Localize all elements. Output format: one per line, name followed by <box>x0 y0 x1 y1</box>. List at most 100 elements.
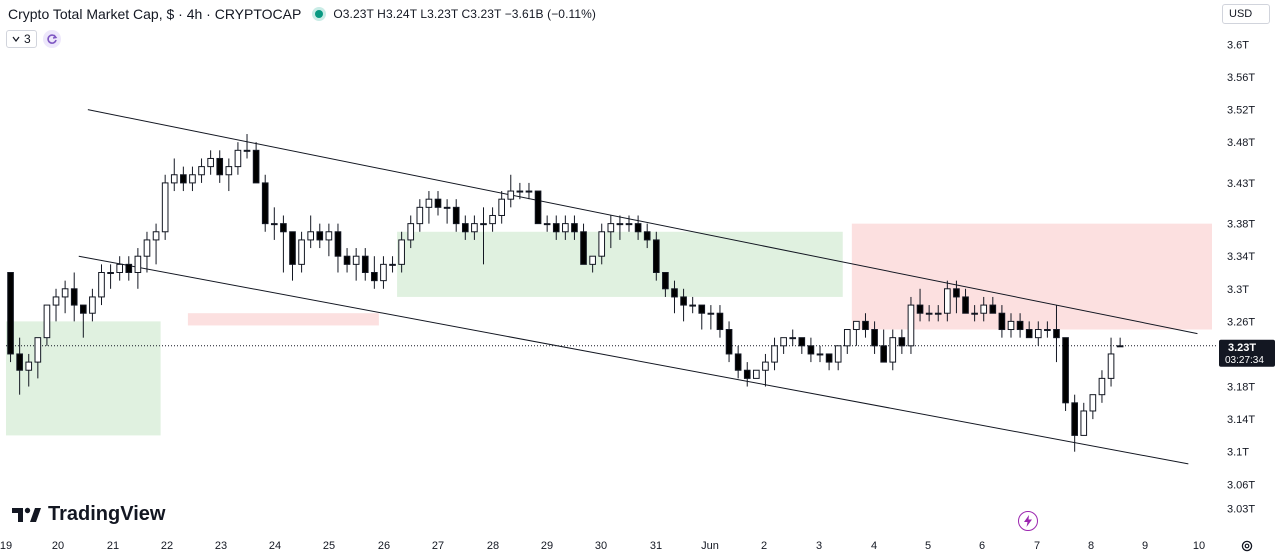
candle <box>643 223 651 249</box>
candle <box>1071 394 1078 452</box>
price-tick-label: 3.1T <box>1227 447 1249 459</box>
candle <box>107 264 114 289</box>
price-tick-label: 3.52T <box>1227 105 1255 117</box>
ohlc-values: O3.23T H3.24T L3.23T C3.23T −3.61B (−0.1… <box>333 7 597 21</box>
candle <box>898 329 906 354</box>
indicators-toggle-button[interactable]: 3 <box>6 30 37 48</box>
channel-line-upper[interactable] <box>87 109 1198 335</box>
candle <box>343 248 351 273</box>
time-tick-label: 21 <box>107 540 119 552</box>
time-tick-label: 30 <box>595 540 607 552</box>
candle <box>1107 337 1115 387</box>
symbol-title[interactable]: Crypto Total Market Cap, $ · 4h · CRYPTO… <box>8 6 302 22</box>
candle <box>807 337 815 363</box>
candle <box>652 231 660 281</box>
price-tick-label: 3.26T <box>1227 316 1255 328</box>
time-tick-label: 25 <box>323 540 335 552</box>
candle <box>471 215 478 240</box>
time-tick-label: 6 <box>979 540 985 552</box>
gear-icon[interactable] <box>1240 539 1254 553</box>
candle <box>298 231 305 273</box>
candle <box>707 305 715 330</box>
price-tick-label: 3.48T <box>1227 137 1255 149</box>
candle <box>934 305 942 322</box>
candle <box>980 296 988 322</box>
candle <box>371 256 378 289</box>
candle <box>198 158 205 183</box>
time-tick-label: Jun <box>701 540 719 552</box>
candle <box>725 321 733 363</box>
candle <box>70 272 78 322</box>
candle <box>79 304 87 338</box>
time-tick-label: 29 <box>541 540 553 552</box>
candle <box>225 158 233 192</box>
candle <box>843 329 851 354</box>
candle <box>289 231 296 281</box>
candle <box>689 296 696 314</box>
candle <box>425 191 433 224</box>
candle <box>580 223 587 265</box>
candle <box>43 304 51 346</box>
candle <box>816 345 824 363</box>
cloud-segment-3 <box>851 223 1212 330</box>
candle <box>1089 394 1097 420</box>
candle <box>753 369 760 379</box>
candle <box>380 256 387 289</box>
candle <box>734 345 742 379</box>
candle <box>880 329 887 363</box>
tradingview-logo[interactable]: TradingView <box>12 503 165 526</box>
refresh-icon[interactable] <box>42 30 61 48</box>
candle <box>480 207 487 265</box>
candle <box>534 190 542 225</box>
time-tick-label: 9 <box>1142 540 1148 552</box>
time-tick-label: 22 <box>161 540 173 552</box>
candle <box>234 142 242 175</box>
time-axis[interactable]: 19 20 21 22 23 24 25 26 27 28 29 30 31 Jun 2 3 4 5 6 7 8 9 10 <box>0 540 1205 552</box>
candle <box>16 337 23 395</box>
candle <box>507 174 515 208</box>
candle <box>316 223 324 249</box>
price-tick-label: 3.06T <box>1227 479 1255 491</box>
candle <box>189 166 196 192</box>
time-tick-label: 28 <box>487 540 499 552</box>
time-tick-label: 5 <box>925 540 931 552</box>
candle <box>1116 337 1124 348</box>
currency-button[interactable]: USD <box>1222 4 1270 24</box>
candle <box>825 353 833 371</box>
candle <box>34 337 42 379</box>
candle <box>998 305 1006 338</box>
candle <box>280 215 287 273</box>
candle <box>971 305 978 322</box>
candle <box>552 215 560 240</box>
candle <box>634 215 642 240</box>
candle <box>589 255 596 273</box>
candle <box>562 215 569 240</box>
candle <box>143 231 151 273</box>
time-tick-label: 8 <box>1088 540 1094 552</box>
candle <box>325 223 333 257</box>
price-tick-label: 3.56T <box>1227 72 1255 84</box>
candle <box>571 215 578 240</box>
market-status-icon <box>315 10 324 18</box>
candle <box>1098 370 1106 403</box>
candles <box>7 134 1124 452</box>
candle <box>498 191 505 224</box>
candle <box>489 207 496 232</box>
price-badge-countdown: 03:27:34 <box>1225 355 1264 366</box>
candle <box>243 134 251 159</box>
flash-icon[interactable] <box>1018 511 1038 531</box>
time-tick-label: 7 <box>1034 540 1040 552</box>
candle <box>1007 313 1015 338</box>
candle <box>216 150 224 183</box>
channel-line-lower[interactable] <box>78 255 1189 465</box>
price-axis[interactable]: 3.6T 3.56T 3.52T 3.48T 3.43T 3.38T 3.34T 3.3T 3.… <box>1227 39 1255 515</box>
price-tick-label: 3.6T <box>1227 39 1249 51</box>
candle <box>61 280 69 314</box>
candle <box>98 264 105 306</box>
candle <box>180 166 187 192</box>
candle <box>853 320 860 346</box>
indicator-count: 3 <box>24 32 31 46</box>
candle <box>361 248 369 281</box>
candle <box>207 150 214 175</box>
